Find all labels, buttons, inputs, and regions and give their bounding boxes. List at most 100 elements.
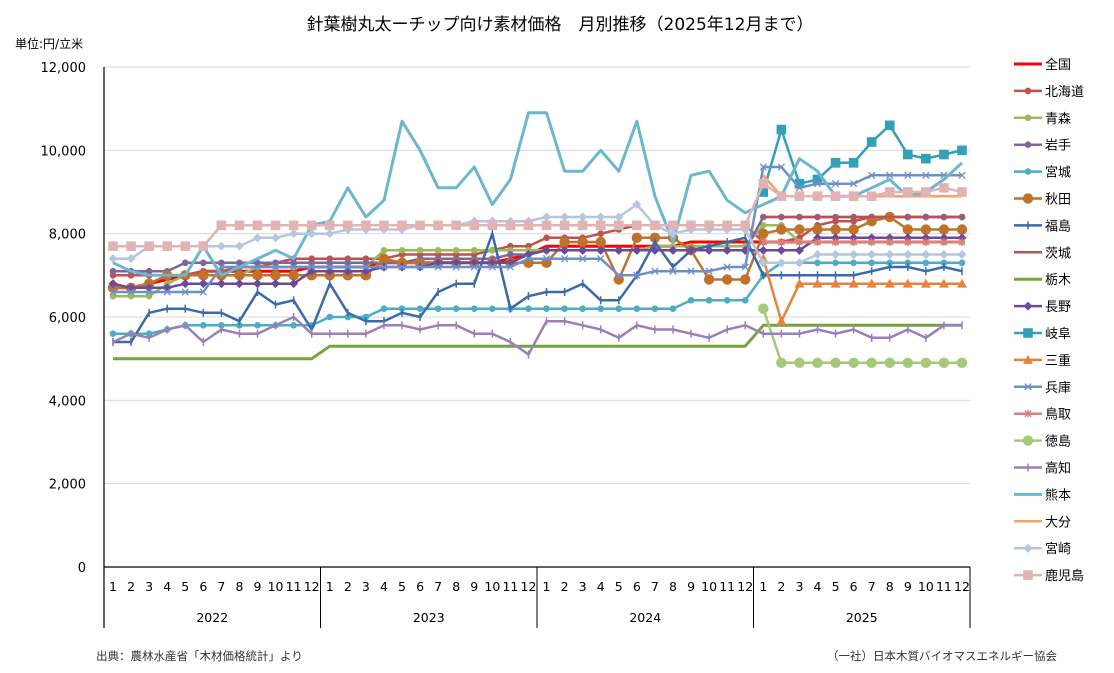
data-point — [234, 241, 244, 251]
legend-marker — [1023, 570, 1033, 580]
legend-label: 大分 — [1045, 515, 1071, 530]
data-point — [958, 171, 966, 179]
series-line — [113, 232, 963, 344]
data-point — [452, 247, 460, 254]
data-point — [344, 263, 352, 271]
data-point — [758, 245, 768, 255]
data-point — [434, 247, 442, 254]
month-tick-label: 1 — [759, 579, 767, 594]
month-tick-label: 6 — [199, 579, 207, 594]
data-point — [957, 145, 967, 156]
month-tick-label: 7 — [868, 579, 876, 594]
data-point — [416, 247, 424, 254]
data-point — [813, 180, 822, 188]
data-point — [252, 270, 263, 281]
data-point — [687, 267, 695, 275]
legend-item: 長野 — [1014, 300, 1071, 315]
legend-item: 北海道 — [1014, 85, 1084, 100]
month-tick-label: 1 — [543, 579, 551, 594]
data-point — [776, 191, 787, 201]
data-point — [199, 288, 207, 296]
month-tick-label: 9 — [470, 579, 478, 594]
data-point — [415, 220, 425, 231]
data-point — [920, 278, 931, 288]
data-point — [270, 220, 281, 231]
data-point — [433, 220, 443, 231]
month-tick-label: 5 — [398, 579, 406, 594]
data-point — [470, 263, 478, 271]
data-point — [813, 238, 822, 246]
data-point — [380, 247, 388, 254]
month-tick-label: 7 — [651, 579, 659, 594]
data-point — [632, 220, 642, 231]
month-tick-label: 5 — [832, 579, 840, 594]
data-point — [705, 267, 713, 275]
data-point — [921, 187, 931, 197]
data-point — [542, 255, 551, 263]
data-point — [758, 178, 769, 189]
data-point — [759, 213, 767, 221]
data-point — [614, 212, 624, 222]
data-point — [650, 245, 660, 255]
data-point — [669, 267, 677, 275]
data-point — [668, 229, 678, 239]
data-point — [831, 250, 841, 259]
data-point — [398, 247, 406, 254]
data-point — [939, 250, 949, 259]
data-point — [903, 250, 913, 259]
data-point — [884, 187, 895, 197]
data-point — [812, 224, 823, 235]
data-point — [252, 220, 263, 231]
data-point — [271, 233, 281, 243]
legend-marker — [1024, 87, 1032, 95]
data-point — [848, 357, 859, 369]
legend-label: 兵庫 — [1045, 381, 1071, 396]
data-point — [198, 279, 208, 289]
year-label: 2024 — [629, 610, 661, 625]
legend-item: 徳島 — [1014, 435, 1071, 450]
data-point — [651, 305, 659, 312]
data-point — [794, 191, 805, 201]
series-7 — [112, 229, 963, 346]
month-tick-label: 2 — [777, 579, 785, 594]
data-point — [452, 263, 460, 271]
data-point — [216, 220, 227, 231]
legend-item: 鹿児島 — [1014, 568, 1084, 584]
data-point — [921, 153, 931, 164]
data-point — [308, 263, 316, 271]
month-tick-label: 9 — [254, 579, 262, 594]
data-point — [578, 245, 588, 255]
data-point — [740, 220, 751, 231]
data-point — [922, 238, 930, 246]
data-point — [651, 267, 659, 275]
data-point — [324, 220, 335, 231]
series-line — [112, 315, 962, 356]
y-tick-label: 2,000 — [49, 478, 86, 493]
legend-label: 熊本 — [1045, 487, 1071, 503]
data-point — [289, 229, 299, 239]
data-point — [290, 322, 297, 329]
series-line — [762, 258, 962, 323]
data-point — [759, 238, 767, 246]
data-point — [703, 274, 715, 285]
month-tick-label: 11 — [719, 579, 735, 594]
data-point — [559, 220, 570, 231]
data-point — [795, 184, 804, 192]
data-point — [344, 313, 352, 321]
data-point — [721, 274, 733, 285]
data-point — [866, 191, 877, 201]
data-point — [704, 245, 714, 255]
series-20 — [108, 178, 967, 251]
legend-item: 岩手 — [1014, 139, 1071, 154]
data-point — [886, 171, 894, 179]
data-point — [524, 255, 533, 263]
data-point — [181, 288, 189, 296]
legend-item: 茨城 — [1014, 246, 1071, 261]
data-point — [489, 305, 496, 312]
month-tick-label: 7 — [434, 579, 442, 594]
series-lines — [107, 111, 968, 369]
data-point — [920, 357, 932, 369]
data-point — [615, 305, 623, 312]
data-point — [866, 278, 877, 288]
data-point — [523, 220, 534, 231]
